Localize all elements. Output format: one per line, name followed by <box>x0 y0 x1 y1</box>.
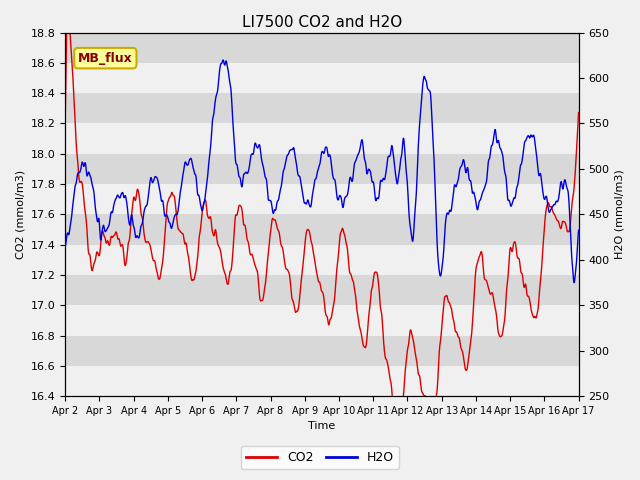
Bar <box>65 336 579 366</box>
X-axis label: Time: Time <box>308 421 335 432</box>
Bar <box>65 154 579 184</box>
Bar <box>65 33 579 63</box>
Legend: CO2, H2O: CO2, H2O <box>241 446 399 469</box>
Title: LI7500 CO2 and H2O: LI7500 CO2 and H2O <box>242 15 402 30</box>
Y-axis label: CO2 (mmol/m3): CO2 (mmol/m3) <box>15 170 25 259</box>
Bar <box>65 184 579 215</box>
Bar <box>65 275 579 305</box>
Bar <box>65 245 579 275</box>
Bar <box>65 366 579 396</box>
Bar <box>65 123 579 154</box>
Bar <box>65 63 579 93</box>
Text: MB_flux: MB_flux <box>78 52 132 65</box>
Y-axis label: H2O (mmol/m3): H2O (mmol/m3) <box>615 169 625 259</box>
Bar <box>65 215 579 245</box>
Bar <box>65 305 579 336</box>
Bar <box>65 93 579 123</box>
